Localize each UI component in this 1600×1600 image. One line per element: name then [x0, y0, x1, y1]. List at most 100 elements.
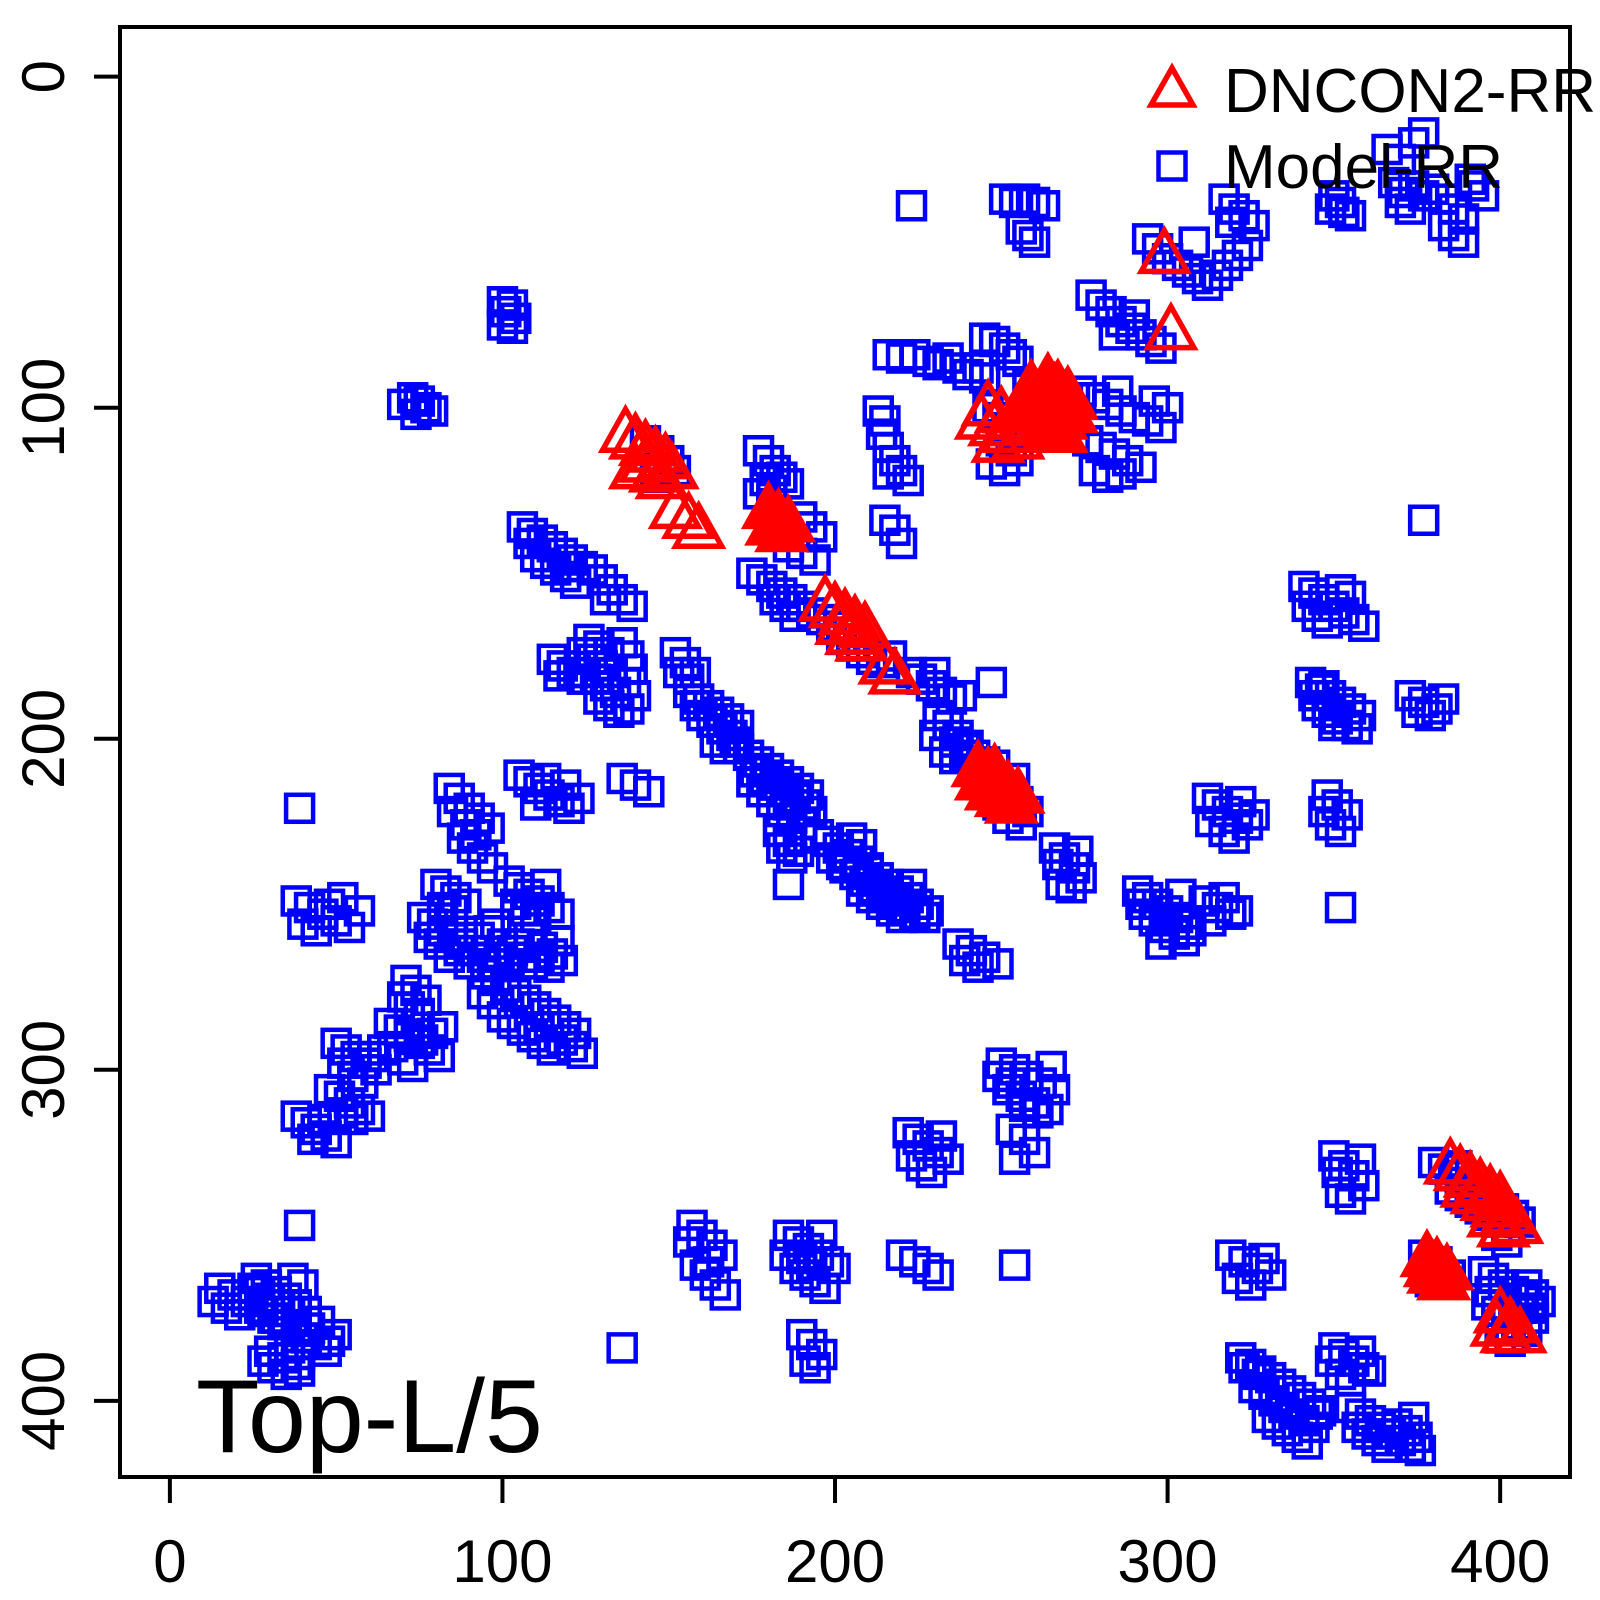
data-point-square — [1038, 832, 1071, 864]
data-point-square — [998, 1249, 1031, 1281]
data-point-square — [466, 977, 499, 1010]
series-model-rr — [197, 117, 1556, 1467]
data-point-square — [423, 928, 456, 960]
data-point-square — [786, 1318, 818, 1351]
data-point-square — [1334, 199, 1367, 232]
data-point-square — [633, 775, 665, 808]
data-point-square — [1078, 454, 1111, 487]
data-point-square — [1384, 186, 1417, 219]
data-point-square — [962, 352, 994, 384]
data-point-square — [1145, 928, 1177, 960]
data-point-square — [1311, 607, 1343, 639]
data-point-square — [543, 660, 575, 692]
data-point-square — [450, 809, 482, 841]
series-dncon2-rr — [597, 224, 1548, 1354]
data-point-square — [313, 1325, 346, 1358]
data-point-triangle — [1136, 224, 1192, 275]
legend-item-label: DNCON2-RR — [1224, 57, 1596, 126]
data-point-square — [1417, 173, 1450, 205]
data-point-square — [975, 666, 1008, 699]
data-point-square — [799, 1352, 831, 1384]
data-point-square — [549, 769, 582, 801]
data-point-square — [476, 987, 509, 1020]
data-point-square — [613, 693, 645, 725]
data-point-square — [1447, 226, 1480, 258]
data-point-square — [603, 696, 635, 729]
data-point-square — [885, 527, 918, 560]
data-point-triangle — [1479, 1184, 1535, 1235]
data-point-square — [1397, 1401, 1430, 1434]
data-point-square — [386, 981, 419, 1013]
data-point-square — [486, 309, 519, 341]
data-point-square — [1221, 239, 1254, 272]
data-point-triangle — [1449, 1164, 1505, 1215]
data-point-square — [1341, 713, 1373, 745]
data-point-square — [526, 1027, 559, 1060]
data-point-square — [1427, 683, 1460, 715]
data-point-square — [1018, 226, 1051, 258]
data-point-square — [1314, 193, 1347, 225]
data-point-triangle-filled — [754, 502, 810, 553]
data-point-square — [895, 1140, 928, 1172]
data-point-square — [915, 1156, 948, 1189]
data-point-square — [327, 881, 359, 914]
data-point-square — [766, 832, 798, 864]
data-point-square — [1125, 451, 1157, 484]
data-point-square — [466, 842, 499, 874]
data-point-square — [1341, 1411, 1373, 1444]
data-point-square — [945, 679, 978, 712]
data-point-square — [709, 1279, 742, 1311]
data-point-square — [1407, 117, 1440, 149]
x-axis: 0 100 200 300 400 — [153, 1477, 1550, 1595]
data-point-square — [1165, 878, 1197, 911]
data-point-square — [1201, 259, 1234, 292]
data-point-square — [556, 1030, 589, 1063]
data-point-square — [280, 1348, 313, 1381]
plot-border — [118, 25, 1572, 1479]
x-axis-tick-label: 400 — [1450, 1528, 1550, 1595]
x-axis-tick-label: 100 — [452, 1528, 552, 1595]
data-point-square — [327, 1047, 359, 1079]
x-axis-tick-label: 0 — [153, 1528, 186, 1595]
data-point-square — [662, 656, 695, 689]
data-point-square — [519, 901, 552, 934]
data-point-square — [1215, 206, 1247, 239]
data-point-square — [805, 1219, 838, 1252]
data-point-triangle — [670, 499, 727, 549]
x-axis-tick-label: 200 — [785, 1528, 885, 1595]
data-point-square — [1457, 170, 1490, 202]
data-point-triangle — [597, 403, 654, 453]
data-point-square — [789, 1345, 821, 1377]
data-point-square — [692, 1246, 725, 1278]
data-point-square — [433, 772, 465, 805]
data-point-square — [337, 1103, 369, 1136]
data-point-square — [905, 1150, 938, 1182]
data-point-triangle — [1439, 1158, 1495, 1208]
data-point-square — [1324, 1176, 1357, 1209]
data-point-square — [1344, 1143, 1377, 1175]
data-point-square — [925, 676, 958, 709]
data-point-square — [1291, 1428, 1324, 1460]
data-point-square — [1401, 1421, 1433, 1454]
data-point-triangle-filled — [983, 774, 1039, 824]
data-point-square — [1075, 279, 1107, 311]
data-point-square — [799, 544, 831, 576]
data-point-square — [1447, 203, 1480, 235]
data-point-square — [1407, 504, 1440, 537]
data-point-square — [772, 868, 805, 901]
legend-square-icon — [1156, 150, 1188, 182]
data-point-triangle — [660, 489, 717, 540]
data-point-square — [1318, 709, 1350, 742]
data-point-square — [995, 338, 1028, 371]
data-point-square — [1344, 1335, 1377, 1367]
data-points-layer — [197, 117, 1556, 1467]
data-point-square — [1371, 1431, 1403, 1463]
data-point-square — [795, 1328, 828, 1361]
data-point-square — [327, 1097, 359, 1129]
data-point-square — [606, 1332, 638, 1364]
data-point-square — [835, 822, 868, 854]
data-point-square — [679, 689, 712, 722]
data-point-square — [699, 1269, 732, 1301]
data-point-square — [1254, 1259, 1287, 1291]
